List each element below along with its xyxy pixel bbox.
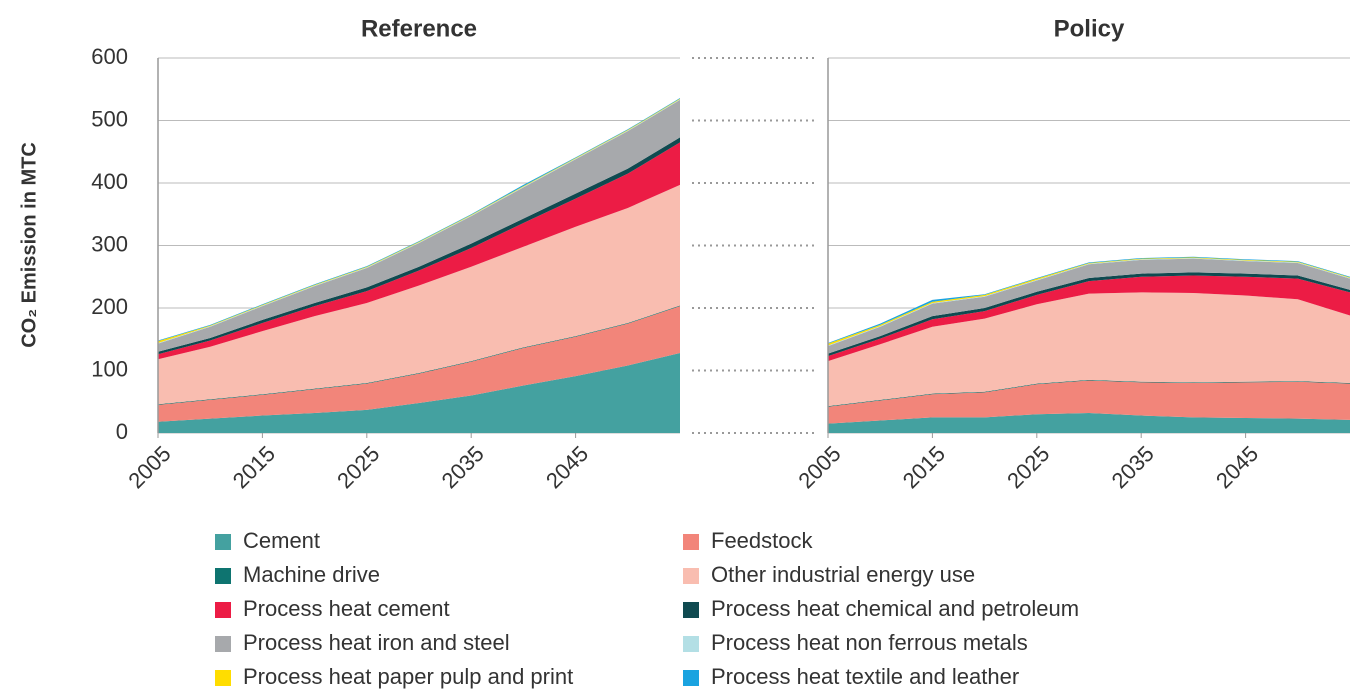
legend-swatch	[683, 602, 699, 618]
legend-label: Process heat paper pulp and print	[243, 664, 573, 689]
y-tick-label: 200	[91, 294, 128, 319]
area: Other industrial energy use	[828, 292, 1350, 407]
x-tick-label: 2015	[228, 441, 280, 493]
legend-label: Cement	[243, 528, 320, 553]
y-tick-label: 100	[91, 356, 128, 381]
legend-swatch	[683, 636, 699, 652]
legend-label: Feedstock	[711, 528, 813, 553]
x-tick-label: 2035	[1107, 441, 1159, 493]
legend-label: Other industrial energy use	[711, 562, 975, 587]
area: Process heat textile and leather	[828, 256, 1350, 344]
panel-title: Policy	[1054, 15, 1125, 42]
legend-swatch	[215, 568, 231, 584]
legend-label: Process heat cement	[243, 596, 450, 621]
x-tick-label: 2035	[437, 441, 489, 493]
legend-swatch	[683, 568, 699, 584]
legend-label: Process heat chemical and petroleum	[711, 596, 1079, 621]
x-tick-label: 2015	[898, 441, 950, 493]
y-tick-label: 0	[116, 419, 128, 444]
legend-swatch	[683, 534, 699, 550]
area	[158, 306, 680, 422]
y-tick-label: 300	[91, 231, 128, 256]
area	[158, 184, 680, 405]
x-tick-label: 2025	[1002, 441, 1054, 493]
x-tick-label: 2005	[123, 441, 175, 493]
legend-swatch	[215, 602, 231, 618]
y-axis-label: CO₂ Emission in MTC	[18, 142, 40, 348]
area	[158, 353, 680, 433]
panel-title: Reference	[361, 15, 477, 42]
legend-swatch	[215, 636, 231, 652]
area: Process heat iron and steel	[828, 258, 1350, 354]
legend-label: Process heat non ferrous metals	[711, 630, 1028, 655]
legend-swatch	[215, 670, 231, 686]
x-tick-label: 2025	[332, 441, 384, 493]
x-tick-label: 2045	[541, 441, 593, 493]
y-tick-label: 600	[91, 44, 128, 69]
legend-label: Process heat textile and leather	[711, 664, 1019, 689]
area: Cement	[828, 413, 1350, 433]
area: Process heat cement	[828, 275, 1350, 362]
x-tick-label: 2045	[1211, 441, 1263, 493]
y-tick-label: 500	[91, 106, 128, 131]
legend-label: Process heat iron and steel	[243, 630, 510, 655]
x-tick-label: 2005	[793, 441, 845, 493]
area: Feedstock	[828, 380, 1350, 424]
y-tick-label: 400	[91, 169, 128, 194]
legend-swatch	[215, 534, 231, 550]
legend-label: Machine drive	[243, 562, 380, 587]
legend-swatch	[683, 670, 699, 686]
